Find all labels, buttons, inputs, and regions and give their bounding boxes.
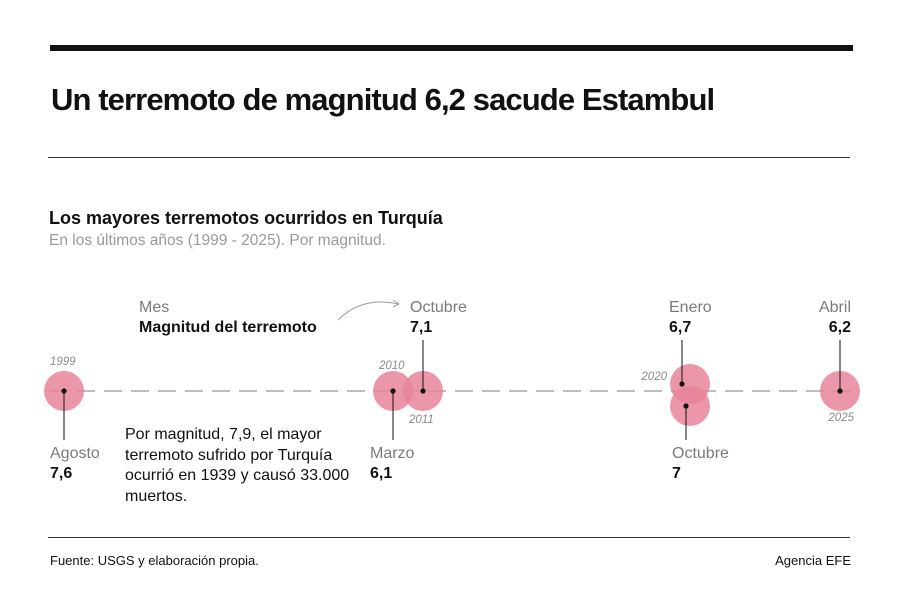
quake-year-label: 2020	[640, 371, 667, 383]
quake-dot	[420, 388, 426, 394]
header-divider	[48, 157, 850, 158]
legend-arrow	[337, 301, 399, 321]
quake-month-label: Octubre	[410, 299, 467, 316]
quake-dot	[390, 388, 396, 394]
quake-year-label: 1999	[50, 356, 76, 368]
quake-dot	[683, 403, 689, 409]
quake-bubble	[670, 386, 710, 426]
quake-magnitude-label: 7,6	[50, 465, 72, 482]
credit-text: Agencia EFE	[775, 553, 851, 568]
quake-month-label: Abril	[819, 299, 851, 316]
quake-month-label: Enero	[669, 299, 712, 316]
footer-divider	[48, 537, 850, 538]
source-text: Fuente: USGS y elaboración propia.	[50, 553, 259, 568]
quake-month-label: Agosto	[50, 445, 100, 462]
quake-magnitude-label: 6,1	[370, 465, 392, 482]
chart-title: Los mayores terremotos ocurridos en Turq…	[49, 208, 443, 228]
legend-magnitude-label: Magnitud del terremoto	[139, 319, 317, 336]
quake-year-label: 2011	[408, 414, 434, 426]
quake-month-label: Octubre	[672, 445, 729, 462]
legend-month-label: Mes	[139, 299, 169, 316]
annotation-note: Por magnitud, 7,9, el mayor terremoto su…	[125, 426, 350, 505]
quake-month-label: Marzo	[370, 445, 415, 462]
quake-magnitude-label: 7	[672, 465, 681, 482]
quake-year-label: 2025	[827, 412, 854, 424]
top-rule	[50, 45, 853, 51]
quake-year-label: 2010	[378, 360, 405, 372]
headline: Un terremoto de magnitud 6,2 sacude Esta…	[51, 82, 715, 117]
quake-magnitude-label: 7,1	[410, 319, 432, 336]
quake-dot	[679, 381, 685, 387]
quake-dot	[61, 388, 67, 394]
quake-dot	[837, 388, 843, 394]
quake-magnitude-label: 6,2	[829, 319, 851, 336]
quake-magnitude-label: 6,7	[669, 319, 691, 336]
legend-arrowhead	[392, 299, 400, 308]
chart-subtitle: En los últimos años (1999 - 2025). Por m…	[49, 232, 386, 249]
